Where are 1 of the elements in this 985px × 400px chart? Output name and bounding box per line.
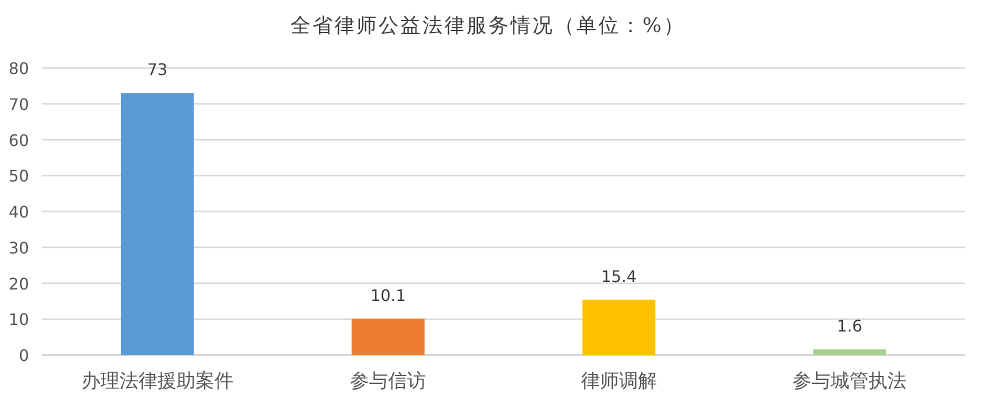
title: 全省律师公益法律服务情况（单位：%） bbox=[290, 13, 686, 37]
